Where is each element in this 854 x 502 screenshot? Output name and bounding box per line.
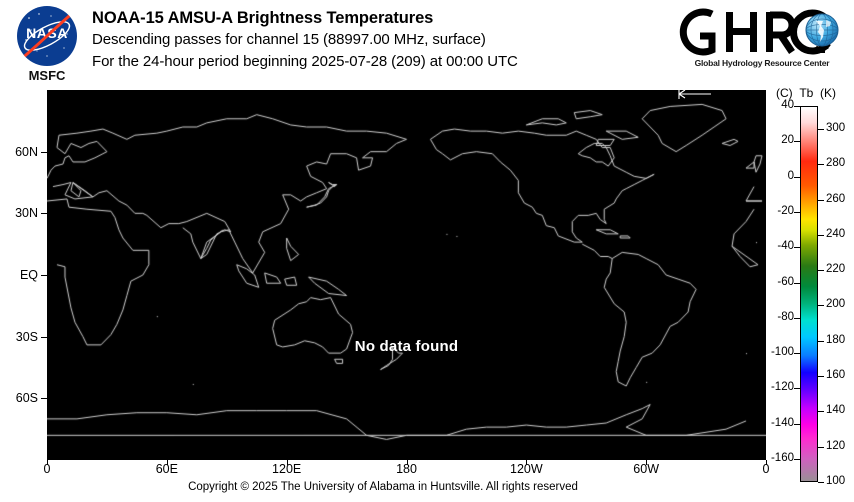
colorbar-tick-kelvin xyxy=(818,305,824,307)
colorbar-label-kelvin: 280 xyxy=(826,157,846,170)
colorbar-header: (C) Tb (K) xyxy=(776,86,854,100)
nasa-swoosh-icon xyxy=(18,9,77,62)
x-tick-label: 0 xyxy=(43,462,51,476)
y-tick-label: 30N xyxy=(15,206,38,221)
title-line-2: Descending passes for channel 15 (88997.… xyxy=(92,31,486,48)
y-tick-mark xyxy=(41,336,47,338)
nasa-wordmark: NASA xyxy=(26,25,68,41)
y-tick-label: EQ xyxy=(19,268,38,282)
colorbar-tick-celsius xyxy=(794,282,800,284)
x-tick-label: 60W xyxy=(633,462,659,476)
x-tick-mark xyxy=(646,460,648,465)
colorbar-tick-celsius xyxy=(794,388,800,390)
colorbar-tick-celsius xyxy=(794,247,800,249)
colorbar-label-kelvin: 240 xyxy=(826,227,846,240)
colorbar-label-celsius: -140 xyxy=(770,416,794,429)
x-tick-mark xyxy=(766,460,767,465)
colorbar-label-kelvin: 160 xyxy=(826,369,846,382)
colorbar-tick-celsius xyxy=(794,141,800,143)
colorbar-label-celsius: -100 xyxy=(770,346,794,359)
colorbar-tick-kelvin xyxy=(818,482,824,483)
colorbar-tick-celsius xyxy=(794,317,800,319)
colorbar-tick-kelvin xyxy=(818,446,824,448)
colorbar-label-celsius: 0 xyxy=(787,169,794,182)
title-line-3: For the 24-hour period beginning 2025-07… xyxy=(92,53,518,70)
colorbar-gradient xyxy=(800,106,818,482)
colorbar-label-celsius: -120 xyxy=(770,381,794,394)
x-tick-label: 120E xyxy=(272,462,302,476)
x-tick-label: 180 xyxy=(396,462,417,476)
colorbar-label-kelvin: 120 xyxy=(826,439,846,452)
colorbar-label-celsius: -80 xyxy=(777,310,794,323)
ghrc-logo: Global Hydrology Resource Center xyxy=(676,6,848,78)
colorbar-label-kelvin: 140 xyxy=(826,404,846,417)
left-arrow-marker-icon xyxy=(678,89,711,99)
colorbar-label-kelvin: 300 xyxy=(826,121,846,134)
colorbar-label-celsius: -60 xyxy=(777,275,794,288)
colorbar-label-kelvin: 220 xyxy=(826,263,846,276)
colorbar-label-celsius: 40 xyxy=(781,99,794,111)
y-tick-label: 60S xyxy=(15,391,38,406)
x-tick-mark xyxy=(406,460,408,465)
x-tick-label: 0 xyxy=(762,462,770,476)
y-tick-mark xyxy=(41,151,47,153)
colorbar-tick-celsius xyxy=(794,459,800,461)
y-tick-label: 30S xyxy=(15,329,38,344)
ghrc-wordmark-icon xyxy=(679,8,839,56)
colorbar-tick-kelvin xyxy=(818,199,824,201)
x-tick-mark xyxy=(286,460,288,465)
ghrc-subtitle: Global Hydrology Resource Center xyxy=(694,58,830,68)
nasa-center-label: MSFC xyxy=(28,68,66,83)
y-tick-mark xyxy=(41,213,47,215)
nasa-logo: NASA MSFC xyxy=(10,6,84,84)
colorbar-tick-celsius xyxy=(794,106,800,107)
colorbar-tick-kelvin xyxy=(818,411,824,413)
x-tick-mark xyxy=(526,460,528,465)
x-tick-label: 120W xyxy=(510,462,543,476)
no-data-message: No data found xyxy=(354,338,459,355)
colorbar-tick-celsius xyxy=(794,353,800,355)
y-tick-mark xyxy=(41,275,47,276)
colorbar-quantity-label: Tb xyxy=(799,86,814,100)
colorbar-tick-celsius xyxy=(794,211,800,213)
colorbar-label-kelvin: 180 xyxy=(826,333,846,346)
colorbar-label-celsius: -40 xyxy=(777,240,794,253)
copyright-notice: Copyright © 2025 The University of Alaba… xyxy=(188,481,578,493)
colorbar-tick-kelvin xyxy=(818,128,824,130)
colorbar-tick-kelvin xyxy=(818,340,824,342)
colorbar-tick-kelvin xyxy=(818,164,824,166)
x-tick-mark xyxy=(166,460,168,465)
colorbar-label-celsius: 20 xyxy=(781,134,794,147)
colorbar-tick-kelvin xyxy=(818,234,824,236)
colorbar-label-celsius: -160 xyxy=(770,452,794,465)
colorbar-label-kelvin: 260 xyxy=(826,192,846,205)
colorbar-label-kelvin: 200 xyxy=(826,298,846,311)
colorbar-unit-kelvin: (K) xyxy=(820,86,837,100)
x-tick-mark xyxy=(47,460,48,465)
colorbar-tick-celsius xyxy=(794,423,800,425)
page-title: NOAA-15 AMSU-A Brightness Temperatures xyxy=(92,9,434,27)
colorbar-tick-celsius xyxy=(794,176,800,178)
world-coastline-map xyxy=(47,90,766,460)
map-plot-area[interactable]: No data found xyxy=(47,89,766,460)
figure-title-block: NOAA-15 AMSU-A Brightness Temperatures D… xyxy=(92,8,672,73)
y-tick-mark xyxy=(41,398,47,400)
colorbar-unit-celsius: (C) xyxy=(776,86,793,100)
y-tick-label: 60N xyxy=(15,144,38,159)
colorbar-label-kelvin: 100 xyxy=(826,475,846,487)
nasa-meatball-icon: NASA xyxy=(17,6,77,66)
colorbar-label-celsius: -20 xyxy=(777,204,794,217)
colorbar-tick-kelvin xyxy=(818,376,824,378)
colorbar-tick-kelvin xyxy=(818,270,824,272)
x-tick-label: 60E xyxy=(155,462,178,476)
